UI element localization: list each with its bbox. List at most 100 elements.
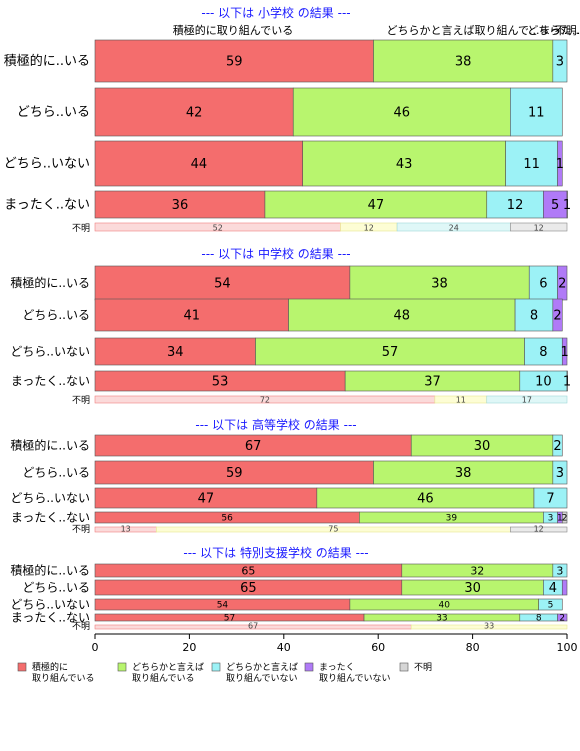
bar-segment-0-3-2 [486,190,544,219]
legend-swatch-3 [304,662,314,672]
row-label-0-1: どちら..いる [17,105,90,120]
unknown-value-0-2: 24 [449,224,459,233]
value-label-3-3-3: 2 [559,614,565,624]
unknown-row-label-1: 不明 [72,395,90,406]
bar-segment-2-0-2 [552,434,563,457]
value-label-2-2-0: 47 [198,492,215,507]
bar-segment-3-1-3 [561,579,568,596]
value-label-0-3-3: 5 [551,198,559,213]
value-label-1-3-2: 10 [535,375,552,390]
unknown-segment-0-3 [510,222,568,232]
bar-segment-1-0-1 [349,265,530,301]
row-label-2-1: どちら..いる [22,466,90,480]
value-label-2-2-1: 46 [417,492,434,507]
bar-segment-1-0-2 [528,265,558,301]
value-label-3-2-2: 5 [548,601,554,611]
row-label-3-0: 積極的に..いる [10,563,90,578]
legend-swatch-0 [17,662,27,672]
value-label-0-1-0: 42 [186,106,203,121]
row-label-0-0: 積極的に..いる [4,53,90,69]
value-label-1-3-0: 53 [212,375,229,390]
unknown-value-2-1: 75 [328,525,338,534]
value-label-1-2-1: 57 [382,345,399,360]
bar-segment-1-3-3 [566,370,568,392]
header-label-2: どちら... [527,24,571,37]
value-label-1-2-2: 8 [539,345,547,360]
x-tick-label-5: 100 [557,641,578,654]
value-label-3-3-0: 57 [224,614,235,624]
unknown-value-2-3: 12 [534,525,544,534]
value-label-0-0-2: 3 [556,55,564,70]
value-label-1-1-0: 41 [183,309,200,324]
value-label-1-0-3: 2 [558,277,566,292]
unknown-row-label-0: 不明 [72,223,90,234]
value-label-0-0-0: 59 [226,55,243,70]
bar-segment-0-2-3 [557,140,563,187]
value-label-0-2-3: 1 [556,157,564,172]
value-label-3-1-2: 4 [549,581,557,596]
unknown-row-label-3: 不明 [72,621,90,632]
bar-segment-1-1-0 [94,298,289,332]
value-label-0-3-2: 12 [507,198,524,213]
unknown-value-3-0: 67 [248,622,258,631]
bar-segment-1-2-1 [255,337,525,366]
group-title-0: --- 以下は 小学校 の結果 --- [201,5,350,20]
bar-segment-1-1-3 [552,298,563,332]
row-label-3-3: まったく..ない [11,611,90,625]
value-label-2-0-2: 2 [553,439,561,454]
legend-label-0-0: 積極的に [32,661,68,673]
bar-segment-2-2-2 [533,487,568,509]
value-label-0-3-1: 47 [368,198,385,213]
group-title-1: --- 以下は 中学校 の結果 --- [201,246,350,261]
row-label-1-2: どちら..いない [10,345,90,359]
value-label-0-2-0: 44 [191,157,208,172]
value-label-2-3-4: 2 [562,514,568,524]
row-label-0-2: どちら..いない [4,157,90,172]
x-tick-label-2: 40 [277,641,291,654]
x-tick-label-1: 20 [182,641,196,654]
group-title-3: --- 以下は 特別支援学校 の結果 --- [183,545,368,560]
bar-segment-3-2-2 [538,598,563,611]
legend-label-3-0: まったく [319,662,355,673]
bar-segment-0-2-1 [302,140,506,187]
legend-swatch-1 [117,662,127,672]
header-label-4: 不明... [555,24,580,37]
value-label-0-1-1: 46 [394,106,411,121]
value-label-0-1-2: 11 [528,106,545,121]
row-label-1-0: 積極的に..いる [10,275,90,290]
value-label-1-0-1: 38 [431,277,448,292]
value-label-3-0-0: 65 [241,564,255,577]
unknown-value-1-2: 17 [522,396,532,405]
legend-swatch-4 [399,662,409,672]
unknown-value-1-0: 72 [260,396,270,405]
bar-segment-1-1-2 [514,298,554,332]
bar-segment-0-2-2 [505,140,558,187]
value-label-1-1-1: 48 [394,309,411,324]
row-label-3-2: どちら..いない [10,598,90,612]
value-label-1-3-1: 37 [424,375,441,390]
header-label-1: どちらかと言えば取り組んで... [387,24,540,37]
value-label-1-2-3: 1 [560,345,568,360]
row-label-1-3: まったく..ない [11,374,90,388]
bar-segment-0-3-0 [94,190,266,219]
row-label-2-3: まったく..ない [11,511,90,525]
legend-label-0-1: 取り組んでいる [32,672,95,684]
value-label-3-3-2: 8 [536,614,542,624]
legend-label-3-1: 取り組んでいない [319,672,391,684]
legend-label-2-1: 取り組んでいない [226,672,298,684]
unknown-segment-1-2 [486,395,568,404]
value-label-1-0-0: 54 [214,277,231,292]
unknown-value-2-0: 13 [121,525,131,534]
bar-segment-1-2-0 [94,337,256,366]
value-label-3-1-0: 65 [240,581,257,596]
value-label-2-2-2: 7 [546,492,554,507]
value-label-2-0-1: 30 [474,439,491,454]
value-label-1-0-2: 6 [539,277,547,292]
value-label-2-0-0: 67 [245,439,262,454]
value-label-0-3-4: 1 [563,198,571,213]
unknown-row-label-2: 不明 [72,524,90,535]
unknown-value-1-1: 11 [456,396,466,405]
header-label-3: まった... [539,24,580,37]
value-label-1-2-0: 34 [167,345,184,360]
